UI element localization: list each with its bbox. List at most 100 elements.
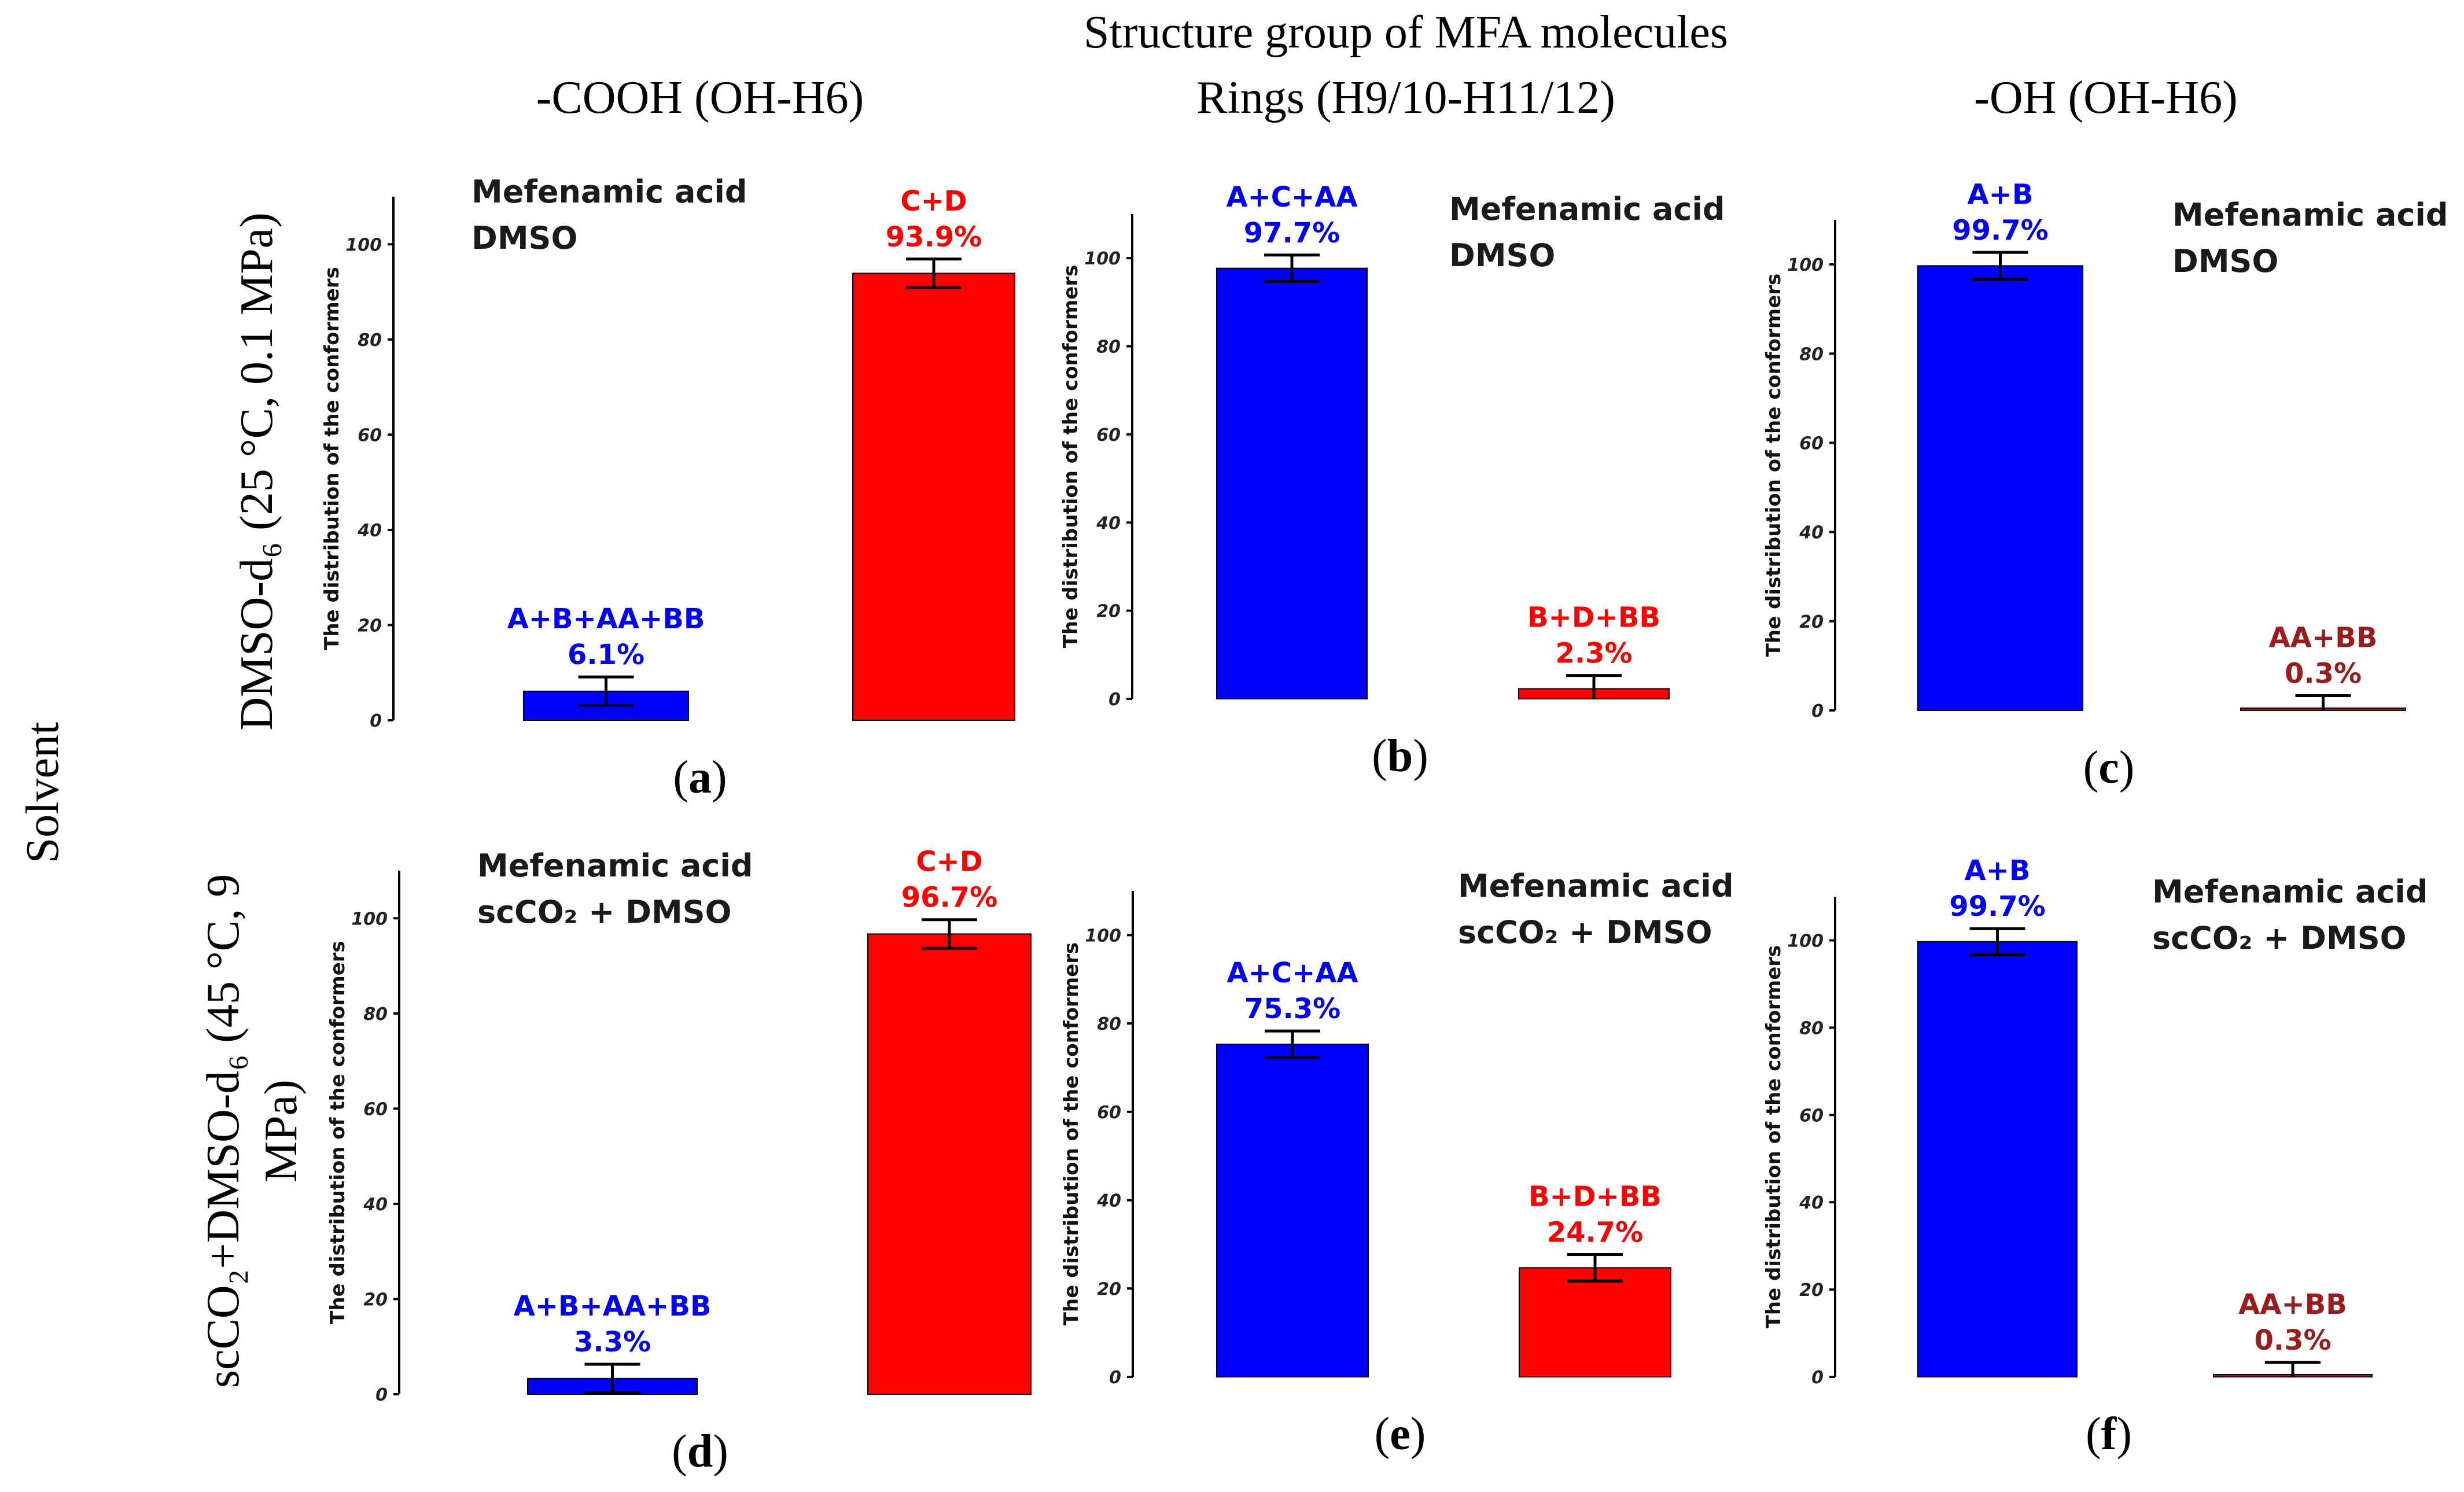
- y-tick-label: 40: [1096, 513, 1121, 533]
- bar-value-label: 24.7%: [1547, 1216, 1644, 1248]
- y-axis-label: The distribution of the conformers: [1059, 265, 1082, 649]
- row-group-label: Solvent: [17, 722, 68, 863]
- annotation-compound: Mefenamic acid: [1449, 191, 1725, 227]
- y-tick-label: 60: [1097, 1103, 1121, 1123]
- y-tick-label: 0: [1108, 690, 1121, 710]
- row-label-scco2-line1: scCO₂+DMSO-d₆ (45 °C, 9: [198, 874, 249, 1388]
- annotation-solvent: scCO₂ + DMSO: [2152, 920, 2407, 956]
- bar-category-label: C+D: [916, 846, 982, 878]
- y-tick-label: 20: [1097, 1279, 1121, 1299]
- y-tick-label: 100: [1787, 255, 1824, 275]
- y-tick-label: 60: [1096, 425, 1121, 445]
- bar-category-label: A+B: [1968, 178, 2034, 211]
- column-header-cooh: -COOH (OH-H6): [536, 72, 864, 123]
- bar-category-label: A+C+AA: [1226, 181, 1357, 213]
- y-axis-label: The distribution of the conformers: [321, 267, 344, 650]
- bar-category-label: B+D+BB: [1529, 1180, 1662, 1213]
- y-axis-label: The distribution of the conformers: [1762, 945, 1785, 1329]
- bar-value-label: 97.7%: [1244, 217, 1340, 249]
- bar-category-label: AA+BB: [2238, 1288, 2347, 1321]
- row-label-scco2-line2: MPa): [256, 1080, 307, 1182]
- bar-value-label: 93.9%: [886, 221, 982, 253]
- y-tick-label: 20: [363, 1290, 388, 1310]
- panel-label: (f): [2086, 1409, 2132, 1460]
- annotation-solvent: DMSO: [472, 220, 577, 256]
- bar-value-label: 3.3%: [574, 1326, 651, 1358]
- y-tick-label: 60: [1799, 1106, 1824, 1126]
- y-tick-label: 60: [1799, 433, 1824, 454]
- y-tick-label: 60: [363, 1099, 388, 1119]
- bar-1: [1216, 1043, 1369, 1377]
- bar-2: [867, 933, 1032, 1395]
- bar-category-label: AA+BB: [2269, 622, 2378, 654]
- annotation-compound: Mefenamic acid: [2152, 874, 2428, 910]
- y-tick-label: 20: [1096, 602, 1121, 622]
- bar-category-label: B+D+BB: [1527, 602, 1660, 634]
- bar-value-label: 0.3%: [2285, 658, 2362, 690]
- y-axis-label: The distribution of the conformers: [1060, 942, 1083, 1326]
- y-tick-label: 40: [357, 521, 382, 541]
- panel-letter: d: [687, 1426, 713, 1477]
- bar-value-label: 6.1%: [568, 639, 644, 671]
- y-tick-label: 80: [1096, 337, 1121, 358]
- bar-category-label: A+C+AA: [1227, 957, 1358, 989]
- y-axis-label: The distribution of the conformers: [326, 941, 349, 1324]
- y-tick-label: 80: [1097, 1014, 1121, 1034]
- y-tick-label: 20: [358, 616, 382, 636]
- y-tick-label: 100: [1084, 249, 1121, 269]
- y-tick-label: 100: [351, 909, 388, 929]
- y-tick-label: 100: [1085, 926, 1121, 946]
- y-tick-label: 100: [345, 235, 382, 255]
- panel-label: (c): [2083, 742, 2135, 793]
- panel-label: (b): [1372, 731, 1428, 782]
- bar-2: [1519, 1267, 1671, 1378]
- panel-letter: f: [2101, 1409, 2117, 1460]
- panel-letter: c: [2098, 742, 2119, 793]
- bar-1: [1917, 265, 2083, 711]
- bar-value-label: 0.3%: [2254, 1324, 2331, 1357]
- y-tick-label: 20: [1799, 612, 1824, 632]
- annotation-solvent: scCO₂ + DMSO: [1458, 914, 1712, 951]
- panel-label: (e): [1375, 1409, 1426, 1460]
- bar-category-label: C+D: [900, 185, 967, 218]
- bar-2: [852, 272, 1015, 721]
- y-tick-label: 0: [375, 1385, 388, 1405]
- y-tick-label: 40: [363, 1195, 388, 1215]
- y-axis-label: The distribution of the conformers: [1762, 274, 1785, 657]
- bar-category-label: A+B+AA+BB: [507, 603, 705, 635]
- bar-1: [1216, 267, 1368, 700]
- y-tick-label: 0: [370, 711, 382, 731]
- y-tick-label: 100: [1787, 931, 1824, 951]
- annotation-compound: Mefenamic acid: [472, 174, 747, 210]
- y-tick-label: 60: [358, 425, 382, 445]
- bar-value-label: 99.7%: [1949, 890, 2046, 923]
- annotation-compound: Mefenamic acid: [2172, 197, 2448, 233]
- bar-category-label: A+B+AA+BB: [514, 1290, 712, 1322]
- y-tick-label: 0: [1811, 1368, 1824, 1388]
- y-tick-label: 80: [1799, 1018, 1824, 1038]
- column-header-oh: -OH (OH-H6): [1974, 72, 2237, 123]
- panel-letter: a: [688, 752, 712, 803]
- y-tick-label: 0: [1109, 1368, 1121, 1388]
- panel-letter: b: [1387, 731, 1413, 782]
- y-tick-label: 20: [1799, 1280, 1824, 1301]
- y-tick-label: 40: [1799, 1193, 1824, 1213]
- y-tick-label: 0: [1811, 701, 1824, 721]
- annotation-solvent: DMSO: [1449, 237, 1555, 274]
- annotation-compound: Mefenamic acid: [1458, 868, 1734, 904]
- column-header-rings: Rings (H9/10-H11/12): [1196, 72, 1615, 123]
- annotation-solvent: DMSO: [2172, 243, 2278, 279]
- bar-value-label: 75.3%: [1244, 993, 1341, 1025]
- bar-category-label: A+B: [1965, 854, 2031, 887]
- annotation-solvent: scCO₂ + DMSO: [477, 894, 732, 930]
- y-tick-label: 80: [358, 330, 382, 351]
- y-tick-label: 40: [1799, 523, 1824, 543]
